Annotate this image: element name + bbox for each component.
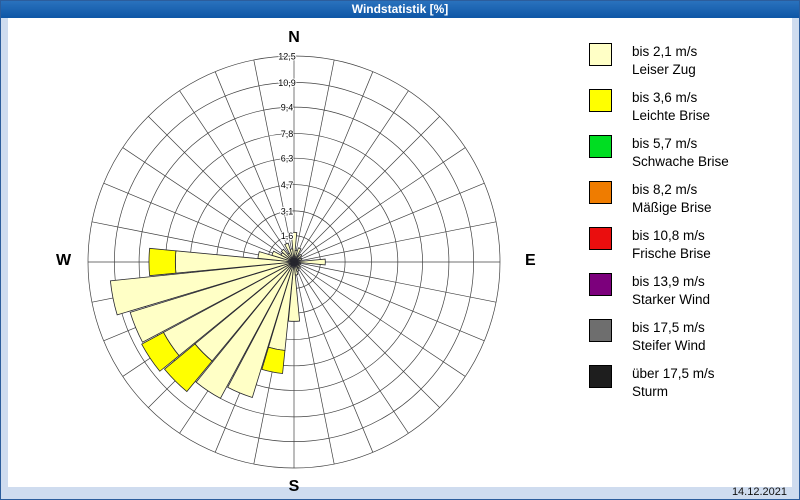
grid-spoke: [103, 182, 295, 263]
legend-item: bis 13,9 m/s Starker Wind: [589, 273, 729, 308]
wind-petal: [109, 261, 295, 316]
ring-tick-label: 9,4: [281, 103, 294, 113]
grid-spoke: [293, 71, 374, 263]
legend-label: bis 3,6 m/s Leichte Brise: [632, 90, 711, 123]
grid-spoke: [293, 261, 409, 434]
grid-spoke: [293, 116, 440, 263]
grid-spoke: [253, 59, 295, 263]
legend-swatch: [589, 227, 612, 250]
ring-tick-label: 3,1: [281, 206, 294, 216]
wind-petal: [289, 248, 295, 263]
grid-spoke: [122, 147, 295, 263]
wind-petal: [129, 261, 295, 343]
grid-spoke: [293, 261, 335, 465]
ring-tick-label: 6,3: [281, 154, 294, 164]
wind-petal: [290, 231, 298, 263]
legend-swatch: [589, 89, 612, 112]
legend-swatch: [589, 181, 612, 204]
window-title: Windstatistik [%]: [1, 1, 799, 18]
ring-tick-label: 10,9: [278, 78, 296, 88]
ring-tick-label: 1,6: [281, 231, 294, 241]
legend-label: bis 2,1 m/s Leiser Zug: [632, 44, 698, 77]
wind-petal: [227, 261, 295, 398]
legend-swatch: [589, 319, 612, 342]
legend-item: bis 10,8 m/s Frische Brise: [589, 227, 729, 262]
legend-swatch: [589, 135, 612, 158]
wind-petal: [163, 343, 213, 393]
legend-item: bis 3,6 m/s Leichte Brise: [589, 89, 729, 124]
wind-petal: [284, 242, 295, 263]
wind-petal: [195, 261, 295, 399]
grid-spoke: [293, 261, 466, 377]
legend-item: bis 17,5 m/s Steifer Wind: [589, 319, 729, 354]
wind-petal: [148, 247, 177, 277]
wind-petal: [293, 258, 326, 266]
compass-south-label: S: [288, 478, 300, 495]
legend-swatch: [589, 43, 612, 66]
grid-spoke: [293, 59, 335, 263]
compass-west-label: W: [56, 252, 72, 269]
grid-spoke: [148, 116, 295, 263]
compass-north-label: N: [288, 29, 300, 46]
legend-label: bis 13,9 m/s Starker Wind: [632, 274, 711, 307]
legend-label: bis 5,7 m/s Schwache Brise: [632, 136, 729, 169]
grid-spoke: [293, 182, 485, 263]
grid-spoke: [179, 90, 295, 263]
ring-tick-label: 12,5: [278, 52, 296, 62]
grid-spoke: [293, 90, 409, 263]
legend-label: bis 10,8 m/s Frische Brise: [632, 228, 711, 261]
legend-swatch: [589, 273, 612, 296]
wind-petal: [141, 331, 180, 372]
legend-item: bis 8,2 m/s Mäßige Brise: [589, 181, 729, 216]
grid-spoke: [293, 261, 440, 408]
grid-spoke: [214, 71, 295, 263]
legend-label: bis 17,5 m/s Steifer Wind: [632, 320, 706, 353]
wind-petal: [261, 346, 286, 374]
grid-spoke: [293, 261, 497, 303]
ring-tick-label: 4,7: [281, 180, 294, 190]
legend-label: über 17,5 m/s Sturm: [632, 366, 715, 399]
chart-canvas: [8, 18, 792, 487]
wind-petal: [287, 261, 301, 322]
legend-item: bis 2,1 m/s Leiser Zug: [589, 43, 729, 78]
legend-label: bis 8,2 m/s Mäßige Brise: [632, 182, 712, 215]
legend-item: bis 5,7 m/s Schwache Brise: [589, 135, 729, 170]
legend-item: über 17,5 m/s Sturm: [589, 365, 729, 400]
date-label: 14.12.2021: [731, 486, 787, 498]
grid-spoke: [293, 261, 374, 453]
grid-spoke: [293, 261, 485, 342]
grid-spoke: [293, 221, 497, 263]
legend-swatch: [589, 365, 612, 388]
wind-petal: [280, 248, 295, 263]
grid-spoke: [293, 147, 466, 263]
legend: bis 2,1 m/s Leiser Zug bis 3,6 m/s Leichte …: [589, 43, 729, 411]
ring-tick-label: 7,8: [281, 129, 294, 139]
compass-east-label: E: [525, 252, 536, 269]
